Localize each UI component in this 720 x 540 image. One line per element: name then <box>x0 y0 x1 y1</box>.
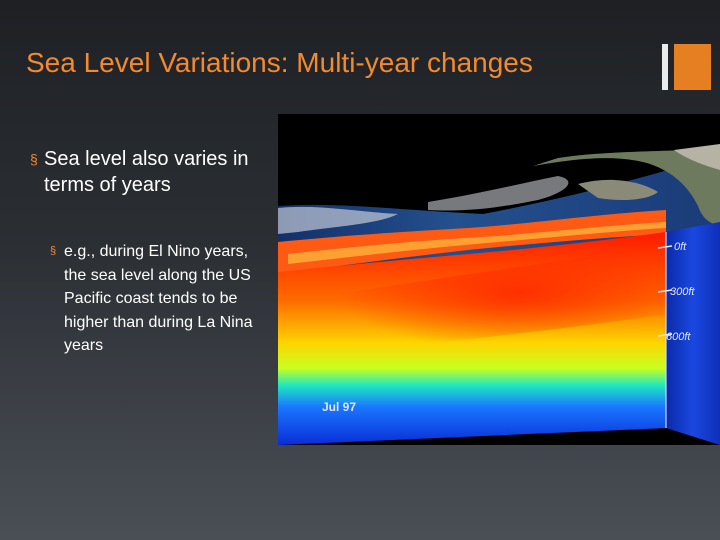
bullet-marker-icon: § <box>50 245 57 257</box>
title-accent-block <box>674 44 711 90</box>
ocean-cross-section-image: 0ft 300ft 600ft Jul 97 <box>278 114 720 445</box>
depth-label-300ft: 300ft <box>670 286 695 298</box>
bullet-text: e.g., during El Nino years, the sea leve… <box>64 243 253 354</box>
date-label: Jul 97 <box>322 400 356 414</box>
depth-label-0ft: 0ft <box>674 241 687 253</box>
bullet-marker-icon: § <box>30 151 38 167</box>
bullet-text: Sea level also varies in terms of years <box>44 148 249 196</box>
depth-label-600ft: 600ft <box>666 331 691 343</box>
title-accent-bar <box>662 44 668 90</box>
ocean-temperature-figure: 0ft 300ft 600ft Jul 97 <box>278 114 720 445</box>
bullet-level-2: § e.g., during El Nino years, the sea le… <box>50 240 260 358</box>
slide-title: Sea Level Variations: Multi-year changes <box>26 47 533 78</box>
bullet-level-1: § Sea level also varies in terms of year… <box>30 146 275 198</box>
